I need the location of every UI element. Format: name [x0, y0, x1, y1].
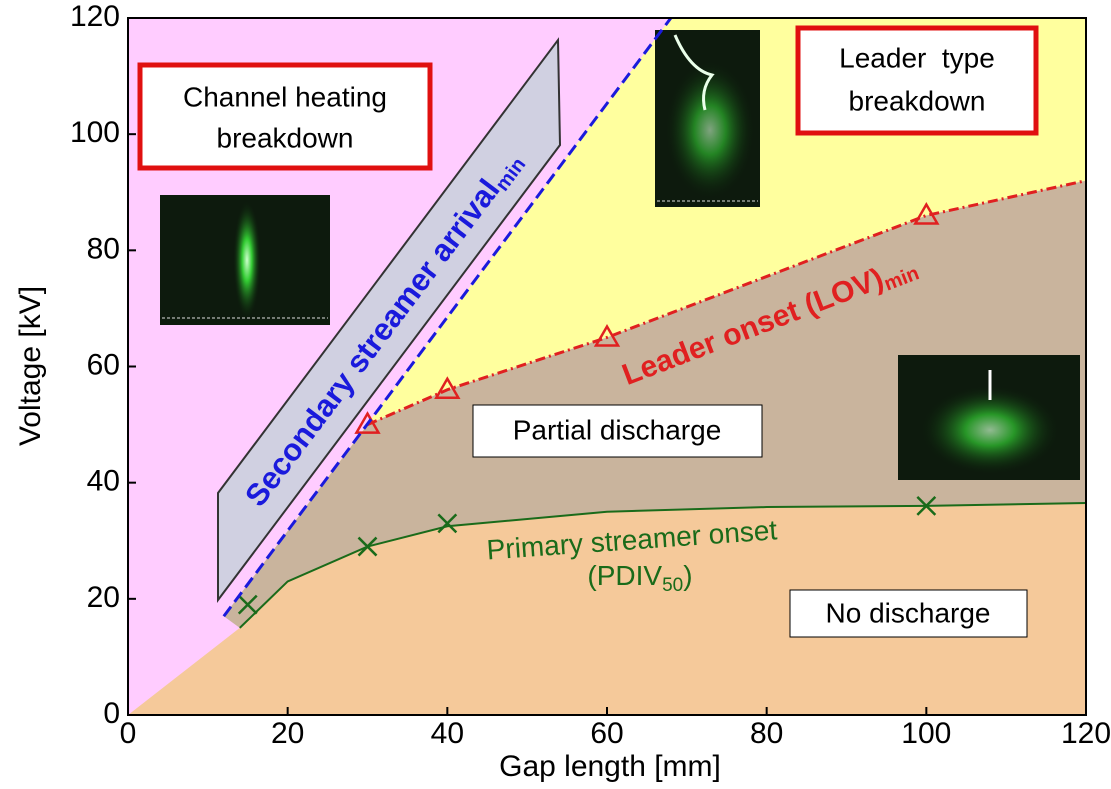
- marker: [913, 201, 940, 225]
- region-leader: [223, 18, 1087, 617]
- marker: [437, 513, 458, 534]
- annotation: breakdown: [849, 85, 986, 116]
- marker: [237, 594, 258, 615]
- line: [239, 501, 1087, 629]
- annotation: breakdown: [217, 122, 354, 153]
- marker: [357, 536, 378, 557]
- annotation: No discharge: [826, 597, 991, 628]
- inset-photo: [898, 355, 1080, 480]
- x-tick-label: 0: [120, 717, 137, 750]
- y-tick-label: 120: [70, 0, 120, 33]
- inset-photo: [160, 195, 330, 325]
- x-axis-title: Gap length [mm]: [499, 750, 721, 783]
- annotation-sub: 50: [662, 575, 683, 596]
- x-tick-label: 100: [901, 717, 951, 750]
- annotation: Leader type: [839, 42, 995, 73]
- y-tick-label: 20: [87, 581, 120, 614]
- annotation-text: ): [683, 560, 692, 591]
- y-tick-label: 80: [87, 232, 120, 265]
- x-tick-label: 20: [271, 717, 304, 750]
- x-tick-label: 40: [431, 717, 464, 750]
- y-tick-label: 40: [87, 465, 120, 498]
- marker: [354, 411, 381, 434]
- annotation: Partial discharge: [513, 414, 722, 445]
- y-tick-label: 60: [87, 348, 120, 381]
- y-axis-title: Voltage [kV]: [14, 286, 47, 446]
- label-box: [795, 25, 1039, 136]
- annotation: (PDIV50): [587, 560, 692, 596]
- line: [366, 179, 1087, 426]
- x-tick-label: 60: [590, 717, 623, 750]
- y-tick-label: 0: [103, 697, 120, 730]
- inset-photo: [655, 30, 760, 207]
- x-tick-label: 80: [750, 717, 783, 750]
- marker: [916, 496, 937, 516]
- region-none: [128, 502, 1086, 715]
- marker: [593, 323, 621, 347]
- x-tick-label: 120: [1061, 717, 1111, 750]
- label-box: [789, 589, 1028, 638]
- label-box: [472, 404, 763, 458]
- decorations: [160, 30, 1080, 603]
- label-box: [137, 62, 433, 171]
- line: [222, 17, 673, 618]
- annotation-text: (PDIV: [587, 560, 662, 591]
- annotation: Channel heating: [183, 81, 387, 112]
- y-tick-label: 100: [70, 116, 120, 149]
- marker: [434, 376, 461, 399]
- axes: Gap length [mm] Voltage [kV] 0 20 40 60 80 10…: [14, 0, 1111, 783]
- plot: [222, 17, 1087, 629]
- annotation-band: [217, 37, 562, 603]
